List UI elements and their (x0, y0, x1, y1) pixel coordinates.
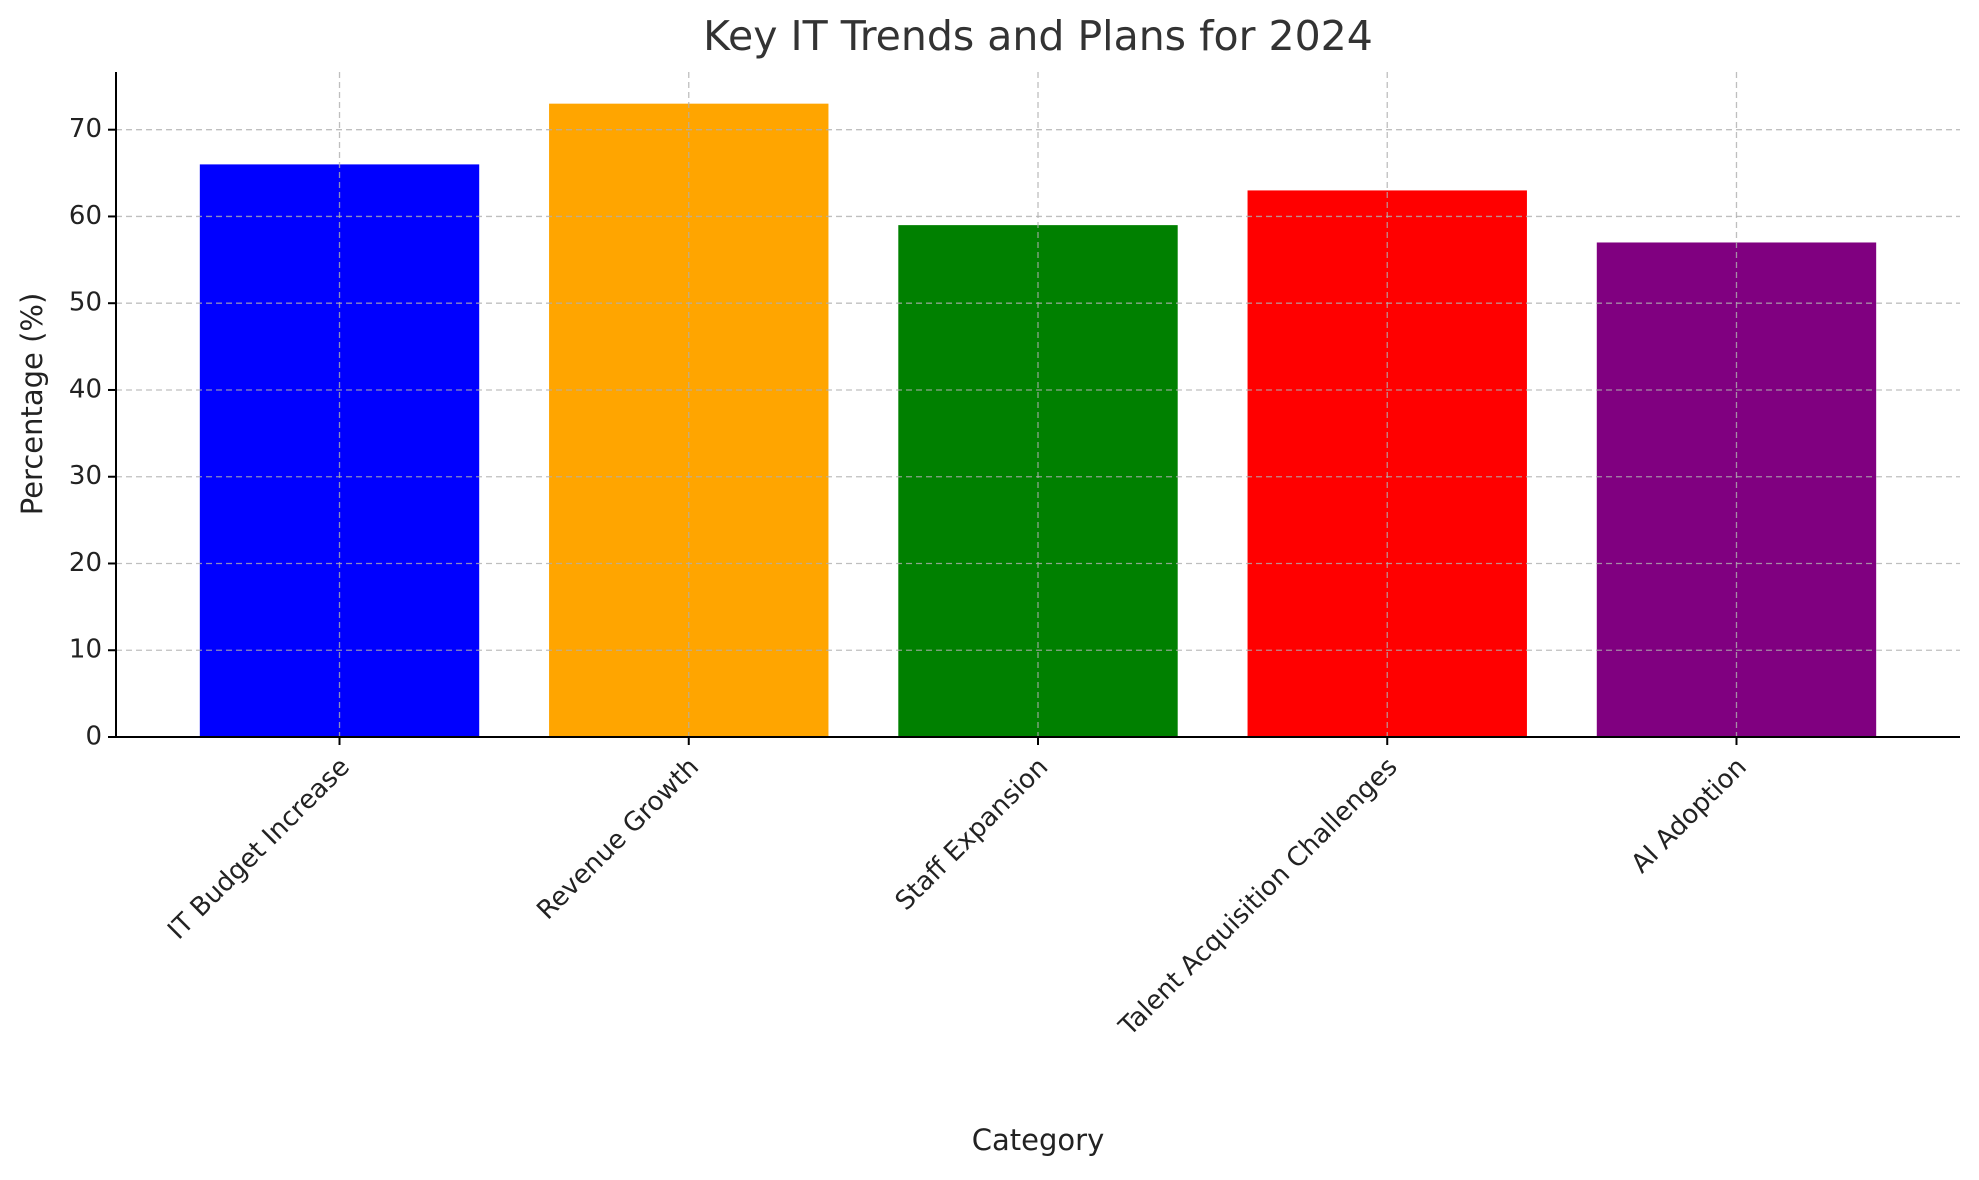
y-tick-label: 70 (69, 114, 102, 144)
bar (199, 164, 480, 737)
x-tick-label: Revenue Growth (531, 752, 705, 926)
chart-title: Key IT Trends and Plans for 2024 (703, 12, 1373, 60)
bar (549, 103, 829, 737)
y-tick-label: 20 (69, 548, 102, 578)
y-tick-label: 50 (69, 288, 102, 318)
x-tick-label: Staff Expansion (890, 752, 1055, 917)
y-tick-label: 10 (69, 635, 102, 665)
y-axis-label: Percentage (%) (15, 293, 49, 516)
x-tick-label: AI Adoption (1626, 752, 1753, 879)
x-axis-label: Category (972, 1123, 1104, 1157)
x-tick-label: IT Budget Increase (162, 752, 355, 945)
bar (898, 225, 1178, 737)
y-tick-label: 40 (69, 374, 102, 404)
y-tick-label: 0 (85, 722, 102, 752)
y-tick-label: 30 (69, 461, 102, 491)
y-tick-label: 60 (69, 201, 102, 231)
x-tick-label: Talent Acquisition Challenges (1113, 752, 1404, 1043)
